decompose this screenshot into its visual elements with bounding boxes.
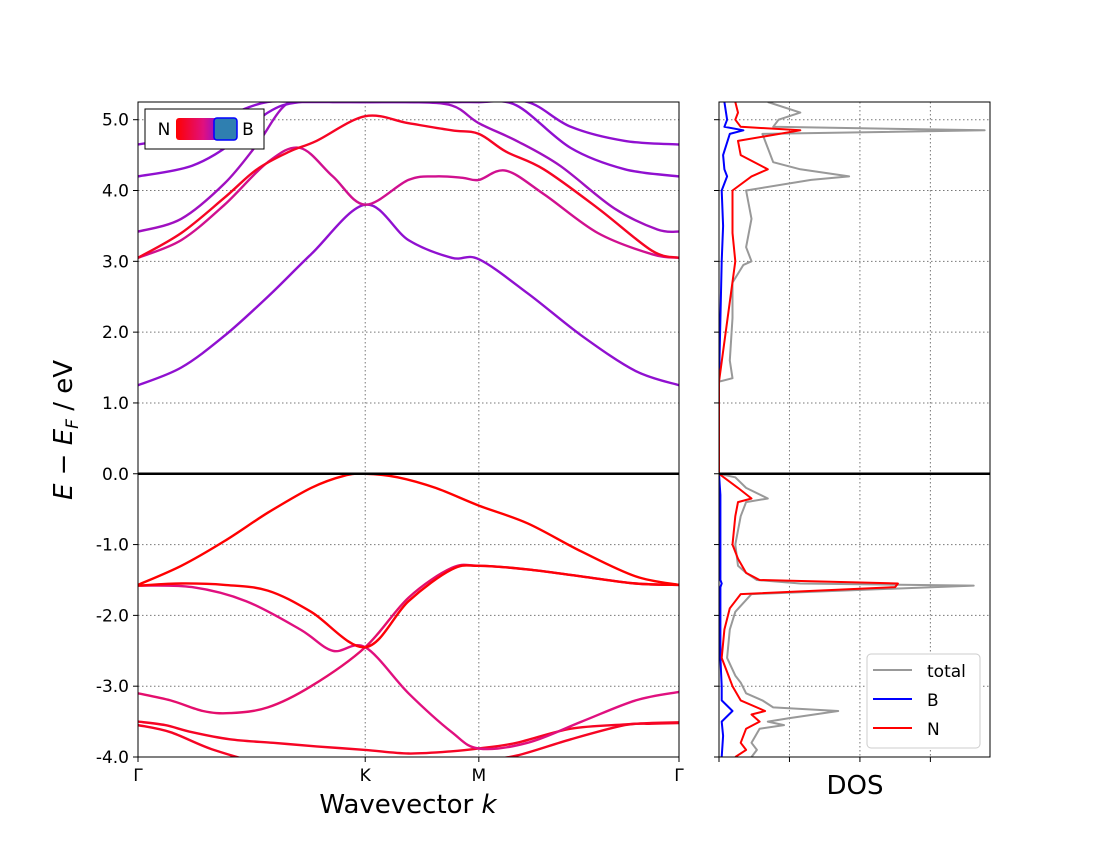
band-y-tick-label: -2.0: [96, 606, 129, 626]
band-line: [138, 720, 679, 755]
dos-legend-b-label: B: [927, 691, 939, 711]
band-grid: [138, 102, 679, 758]
band-y-tick-label: 4.0: [102, 182, 129, 202]
band-line: [138, 203, 679, 387]
band-line: [138, 472, 679, 587]
projection-legend-right: B: [242, 120, 254, 140]
dos-series-total: [719, 102, 986, 757]
dos-series-n: [719, 102, 899, 757]
band-lines: [138, 102, 679, 757]
band-line: [138, 146, 679, 259]
dos-legend-total-label: total: [927, 662, 966, 682]
band-y-tick-label: 5.0: [102, 111, 129, 131]
kpoint-label: K: [360, 766, 372, 786]
projection-legend: N B: [144, 108, 265, 150]
band-line: [138, 584, 679, 751]
band-line: [138, 721, 679, 757]
kpoint-label: Γ: [674, 766, 684, 786]
band-axes-frame: [137, 101, 680, 758]
band-y-tick-label: 1.0: [102, 394, 129, 414]
dos-legend-box: [866, 653, 981, 749]
band-y-tick-label: -3.0: [96, 677, 129, 697]
dos-ticks: [714, 119, 931, 762]
band-y-ticks: -4.0 -3.0 -2.0 -1.0 0.0 1.0 2.0 3.0 4.0 5.0: [96, 111, 138, 768]
kpoint-label: M: [471, 766, 486, 786]
dos-x-axis-title: DOS: [827, 771, 884, 801]
dos-panel: DOS total B N: [714, 101, 991, 801]
kpoint-label: Γ: [133, 766, 143, 786]
projection-legend-left: N: [158, 120, 171, 140]
band-x-axis-title: Wavevector k: [319, 790, 497, 820]
band-y-tick-label: 2.0: [102, 323, 129, 343]
dos-axes-frame: [718, 101, 991, 758]
band-y-tick-label: 0.0: [102, 465, 129, 485]
band-y-tick-label: -4.0: [96, 748, 129, 768]
dos-lines: [719, 102, 986, 757]
dos-series-b: [719, 102, 745, 757]
dos-legend-n-label: N: [927, 720, 940, 740]
projection-legend-b-swatch: [213, 117, 238, 141]
band-line: [138, 564, 679, 649]
dos-legend: total B N: [866, 653, 981, 749]
band-line: [138, 114, 679, 259]
band-y-axis-title: E − EF / eV: [49, 360, 83, 500]
band-line: [138, 563, 679, 715]
band-y-tick-label: -1.0: [96, 536, 129, 556]
band-y-tick-label: 3.0: [102, 252, 129, 272]
